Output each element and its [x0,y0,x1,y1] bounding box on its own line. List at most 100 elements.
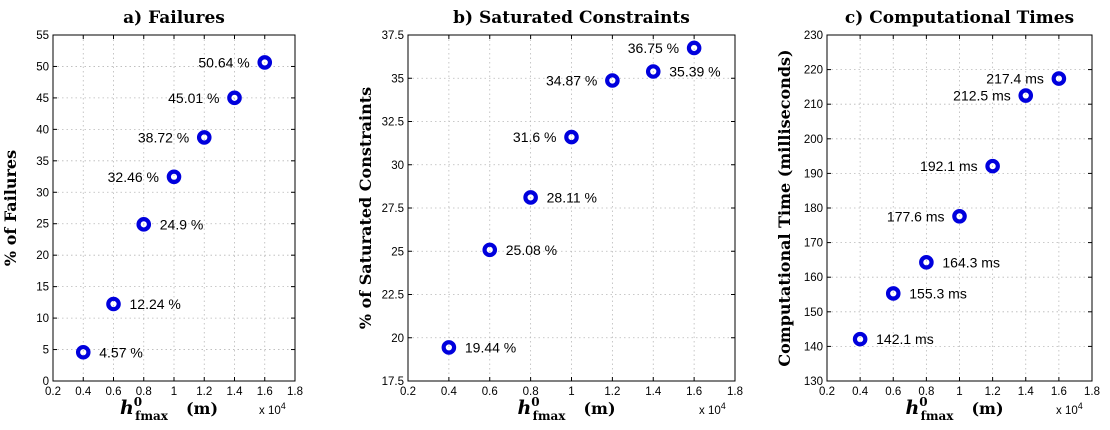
panel-saturated-constraints: 0.2 0.4 0.6 0.8 1 1.2 1.4 1.6 1.8 17.5 20 22.5 25 27.… [356,8,743,423]
data-label: 36.75 % [628,40,679,56]
y-tick-label: 17.5 [382,376,404,388]
y-tick-label: 15 [36,282,49,294]
data-point-marker [985,158,1000,174]
y-tick-label: 210 [804,99,823,111]
data-label: 35.39 % [669,64,720,80]
x-tick-label: 0.4 [441,386,458,398]
y-tick-label: 22.5 [382,290,404,302]
panel-computational-times: 0.2 0.4 0.6 0.8 1 1.2 1.4 1.6 1.8 130 140 150 160 170… [775,8,1100,423]
y-tick-label: 27.5 [382,203,404,215]
y-tick-label: 45 [36,93,49,105]
x-tick-label: 1.2 [985,386,1001,398]
data-point-marker [136,217,152,232]
x-tick-label: 1.4 [227,386,244,398]
data-point-marker [564,129,579,145]
y-tick-label: 35 [36,156,49,168]
x-tick-label: 0.8 [918,386,934,398]
data-point-marker [605,73,620,88]
y-tick-label: 160 [804,272,823,284]
y-tick-label: 55 [36,30,49,42]
y-tick-label: 190 [804,168,823,180]
x-tick-label: 0.6 [885,386,901,398]
y-tick-label: 40 [36,124,49,136]
data-point-marker [952,209,967,224]
data-point-marker [106,296,121,312]
data-label: 212.5 ms [953,88,1011,104]
y-tick-label: 25 [391,246,404,258]
data-label: 38.72 % [138,129,189,145]
chart-title-saturated: b) Saturated Constraints [453,8,690,28]
data-label: 25.08 % [506,242,557,258]
x-tick-label: 1.4 [1018,386,1035,398]
x-tick-label: 0.4 [75,386,92,398]
x-tick-label: 0.8 [136,386,152,398]
data-point-marker [75,344,91,360]
y-tick-label: 37.5 [382,30,404,42]
y-tick-label: 50 [36,61,49,73]
x-tick-label: 1.8 [727,386,743,398]
y-tick-label: 200 [804,134,823,146]
x-axis-label: h0 fmax (m) [905,395,1003,423]
data-label: 217.4 ms [986,71,1044,87]
x-axis-multiplier: x 104 [1056,401,1083,417]
data-point-marker [885,286,901,301]
data-point-marker [482,242,498,258]
x-tick-label: 1.2 [604,386,620,398]
x-tick-label: 1.2 [196,386,212,398]
x-tick-label: 0.2 [45,386,61,398]
data-label: 31.6 % [513,129,557,145]
data-label: 142.1 ms [876,331,934,347]
chart-title-comptime: c) Computational Times [845,8,1074,28]
data-point-marker [441,340,457,355]
x-axis-multiplier: x 104 [259,401,286,417]
x-tick-label: 1 [956,386,962,398]
data-label: 19.44 % [465,339,516,355]
x-tick-label: 0.2 [400,386,416,398]
y-tick-label: 220 [804,65,823,77]
y-tick-label: 130 [804,376,823,388]
y-axis-label: Computational Time (milliseconds) [775,49,794,366]
data-point-marker [645,64,661,79]
data-point-marker [919,255,934,270]
y-tick-label: 35 [391,73,404,85]
data-label: 32.46 % [108,169,159,185]
y-tick-label: 30 [391,160,404,172]
data-label: 24.9 % [160,216,204,232]
y-tick-label: 10 [36,313,49,325]
data-point-marker [227,90,242,106]
y-tick-label: 170 [804,238,823,250]
y-tick-label: 30 [36,187,49,199]
data-point-marker [196,130,212,145]
y-tick-label: 20 [36,250,49,262]
data-point-marker [166,169,182,185]
y-tick-label: 150 [804,307,823,319]
data-label: 177.6 ms [887,208,945,224]
x-tick-label: 1.6 [1051,386,1067,398]
x-tick-label: 1.6 [257,386,273,398]
x-tick-label: 0.8 [523,386,539,398]
x-tick-label: 1.6 [686,386,702,398]
y-tick-label: 25 [36,219,49,231]
data-label: 28.11 % [547,189,597,205]
data-label: 45.01 % [168,90,219,106]
y-axis-label: % of Saturated Constraints [356,87,375,329]
y-tick-label: 32.5 [382,117,404,129]
x-tick-label: 1.4 [645,386,662,398]
y-tick-label: 140 [804,341,823,353]
data-label: 4.57 % [99,344,143,360]
data-point-marker [686,40,702,56]
x-tick-label: 0.6 [482,386,498,398]
y-tick-label: 180 [804,203,823,215]
data-point-marker [852,331,868,347]
data-point-marker [523,190,538,205]
x-tick-label: 0.2 [819,386,835,398]
y-axis-label: % of Failures [1,150,20,266]
panel-failures: 0.2 0.4 0.6 0.8 1 1.2 1.4 1.6 1.8 0 5 10 15 20 25 30 35 4… [1,8,303,423]
x-axis-label: h0 fmax (m) [517,395,615,423]
data-point-marker [1018,88,1034,103]
y-tick-label: 0 [43,376,49,388]
x-tick-label: 0.6 [106,386,122,398]
data-label: 155.3 ms [909,285,967,301]
data-label: 164.3 ms [942,254,1000,270]
